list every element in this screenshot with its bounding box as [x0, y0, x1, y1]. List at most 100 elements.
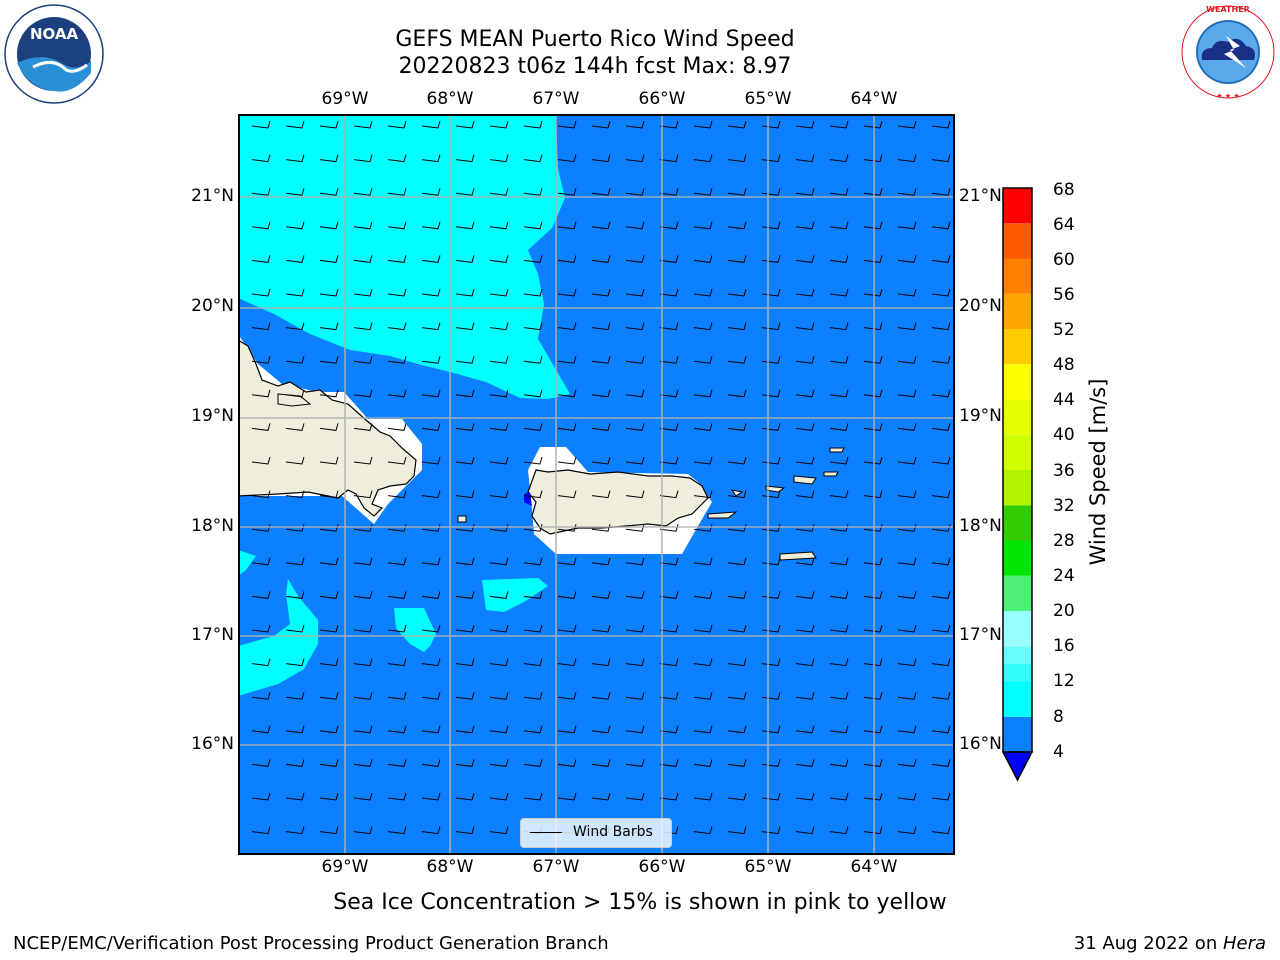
- wind-barb: [795, 389, 815, 398]
- wind-barb: [693, 624, 713, 633]
- wind-barb: [421, 591, 441, 599]
- wind-barb: [489, 322, 509, 331]
- wind-barb: [319, 792, 339, 801]
- wind-barb: [591, 692, 611, 700]
- wind-barb: [897, 389, 917, 398]
- wind-barb: [591, 624, 611, 633]
- wind-barb: [421, 792, 441, 801]
- wind-barb: [659, 288, 679, 297]
- colorbar-tick: 44: [1053, 390, 1075, 410]
- wind-barb: [591, 792, 611, 801]
- wind-barb: [387, 658, 407, 667]
- wind-barb: [421, 221, 441, 230]
- wind-barb: [829, 322, 849, 331]
- wind-barb: [829, 658, 849, 667]
- colorbar: [1001, 187, 1034, 782]
- wind-barb: [319, 221, 339, 230]
- wind-barb: [557, 557, 577, 566]
- colorbar-tick: 60: [1053, 250, 1075, 270]
- wind-8-12-patch: [482, 578, 548, 612]
- wind-barb: [795, 221, 815, 230]
- wind-barb: [931, 389, 951, 398]
- land-virgin-islands: [793, 475, 817, 485]
- wind-barb: [795, 288, 815, 297]
- colorbar-level: [1003, 293, 1032, 329]
- wind-barb: [489, 591, 509, 599]
- wind-barb: [659, 322, 679, 331]
- wind-barb: [421, 759, 441, 767]
- wind-barb: [387, 389, 407, 398]
- wind-barb: [251, 792, 271, 801]
- wind-barb: [897, 624, 917, 633]
- wind-barb: [659, 188, 679, 196]
- wind-barb: [795, 759, 815, 767]
- colorbar-level: [1003, 399, 1032, 435]
- wind-barb: [251, 490, 271, 499]
- wind-barb: [659, 658, 679, 667]
- lat-label-right: 19°N: [959, 406, 1002, 426]
- wind-barb: [727, 288, 747, 297]
- wind-barb: [523, 255, 543, 263]
- wind-barb: [659, 759, 679, 767]
- wind-barb: [489, 221, 509, 230]
- colorbar-tick: 64: [1053, 215, 1075, 235]
- svg-text:WEATHER: WEATHER: [1206, 5, 1250, 14]
- wind-barb: [455, 759, 475, 767]
- caption: Sea Ice Concentration > 15% is shown in …: [333, 890, 947, 915]
- wind-barb: [897, 490, 917, 499]
- colorbar-level: [1003, 470, 1032, 506]
- wind-barb: [489, 356, 509, 364]
- chart-title: GEFS MEAN Puerto Rico Wind Speed: [395, 27, 795, 52]
- wind-barb: [795, 456, 815, 465]
- wind-barb: [523, 188, 543, 196]
- colorbar-tick: 16: [1053, 636, 1075, 656]
- legend-label: Wind Barbs: [573, 824, 653, 840]
- wind-barb: [897, 322, 917, 331]
- wind-barb: [693, 221, 713, 230]
- wind-barb: [455, 188, 475, 196]
- wind-barb: [897, 456, 917, 465]
- colorbar-tick: 52: [1053, 320, 1075, 340]
- wind-barb: [727, 423, 747, 431]
- wind-barb: [421, 725, 441, 734]
- wind-barb: [659, 624, 679, 633]
- colorbar-level: [1003, 505, 1032, 541]
- wind-barb: [863, 591, 883, 599]
- wind-barb: [421, 490, 441, 499]
- lat-label-left: 19°N: [191, 406, 234, 426]
- wind-barb: [625, 456, 645, 465]
- wind-barb: [387, 591, 407, 599]
- wind-barb: [693, 792, 713, 801]
- wind-barb: [523, 490, 543, 499]
- wind-barb: [421, 557, 441, 566]
- wind-barb: [557, 423, 577, 431]
- wind-barb: [693, 456, 713, 465]
- wind-barb: [523, 557, 543, 566]
- wind-barb: [931, 154, 951, 163]
- wind-barb: [863, 255, 883, 263]
- wind-barb: [353, 557, 373, 566]
- wind-barb: [693, 322, 713, 331]
- wind-barb: [557, 389, 577, 398]
- wind-barb: [693, 557, 713, 566]
- wind-barb: [829, 389, 849, 398]
- wind-barb: [421, 692, 441, 700]
- wind-barb: [625, 624, 645, 633]
- wind-barb: [421, 389, 441, 398]
- wind-barb: [285, 557, 305, 566]
- wind-barb: [319, 725, 339, 734]
- wind-barb: [387, 288, 407, 297]
- wind-barb: [353, 221, 373, 230]
- svg-text:★ ★ ★: ★ ★ ★: [1216, 92, 1239, 100]
- wind-barb: [863, 692, 883, 700]
- wind-barb: [557, 725, 577, 734]
- wind-barb: [489, 288, 509, 297]
- wind-barb: [863, 120, 883, 129]
- wind-barb: [863, 792, 883, 801]
- wind-barb: [353, 490, 373, 499]
- wind-barb: [659, 490, 679, 499]
- wind-barb: [591, 255, 611, 263]
- wind-barb: [863, 221, 883, 230]
- wind-barb: [625, 557, 645, 566]
- wind-barb: [931, 759, 951, 767]
